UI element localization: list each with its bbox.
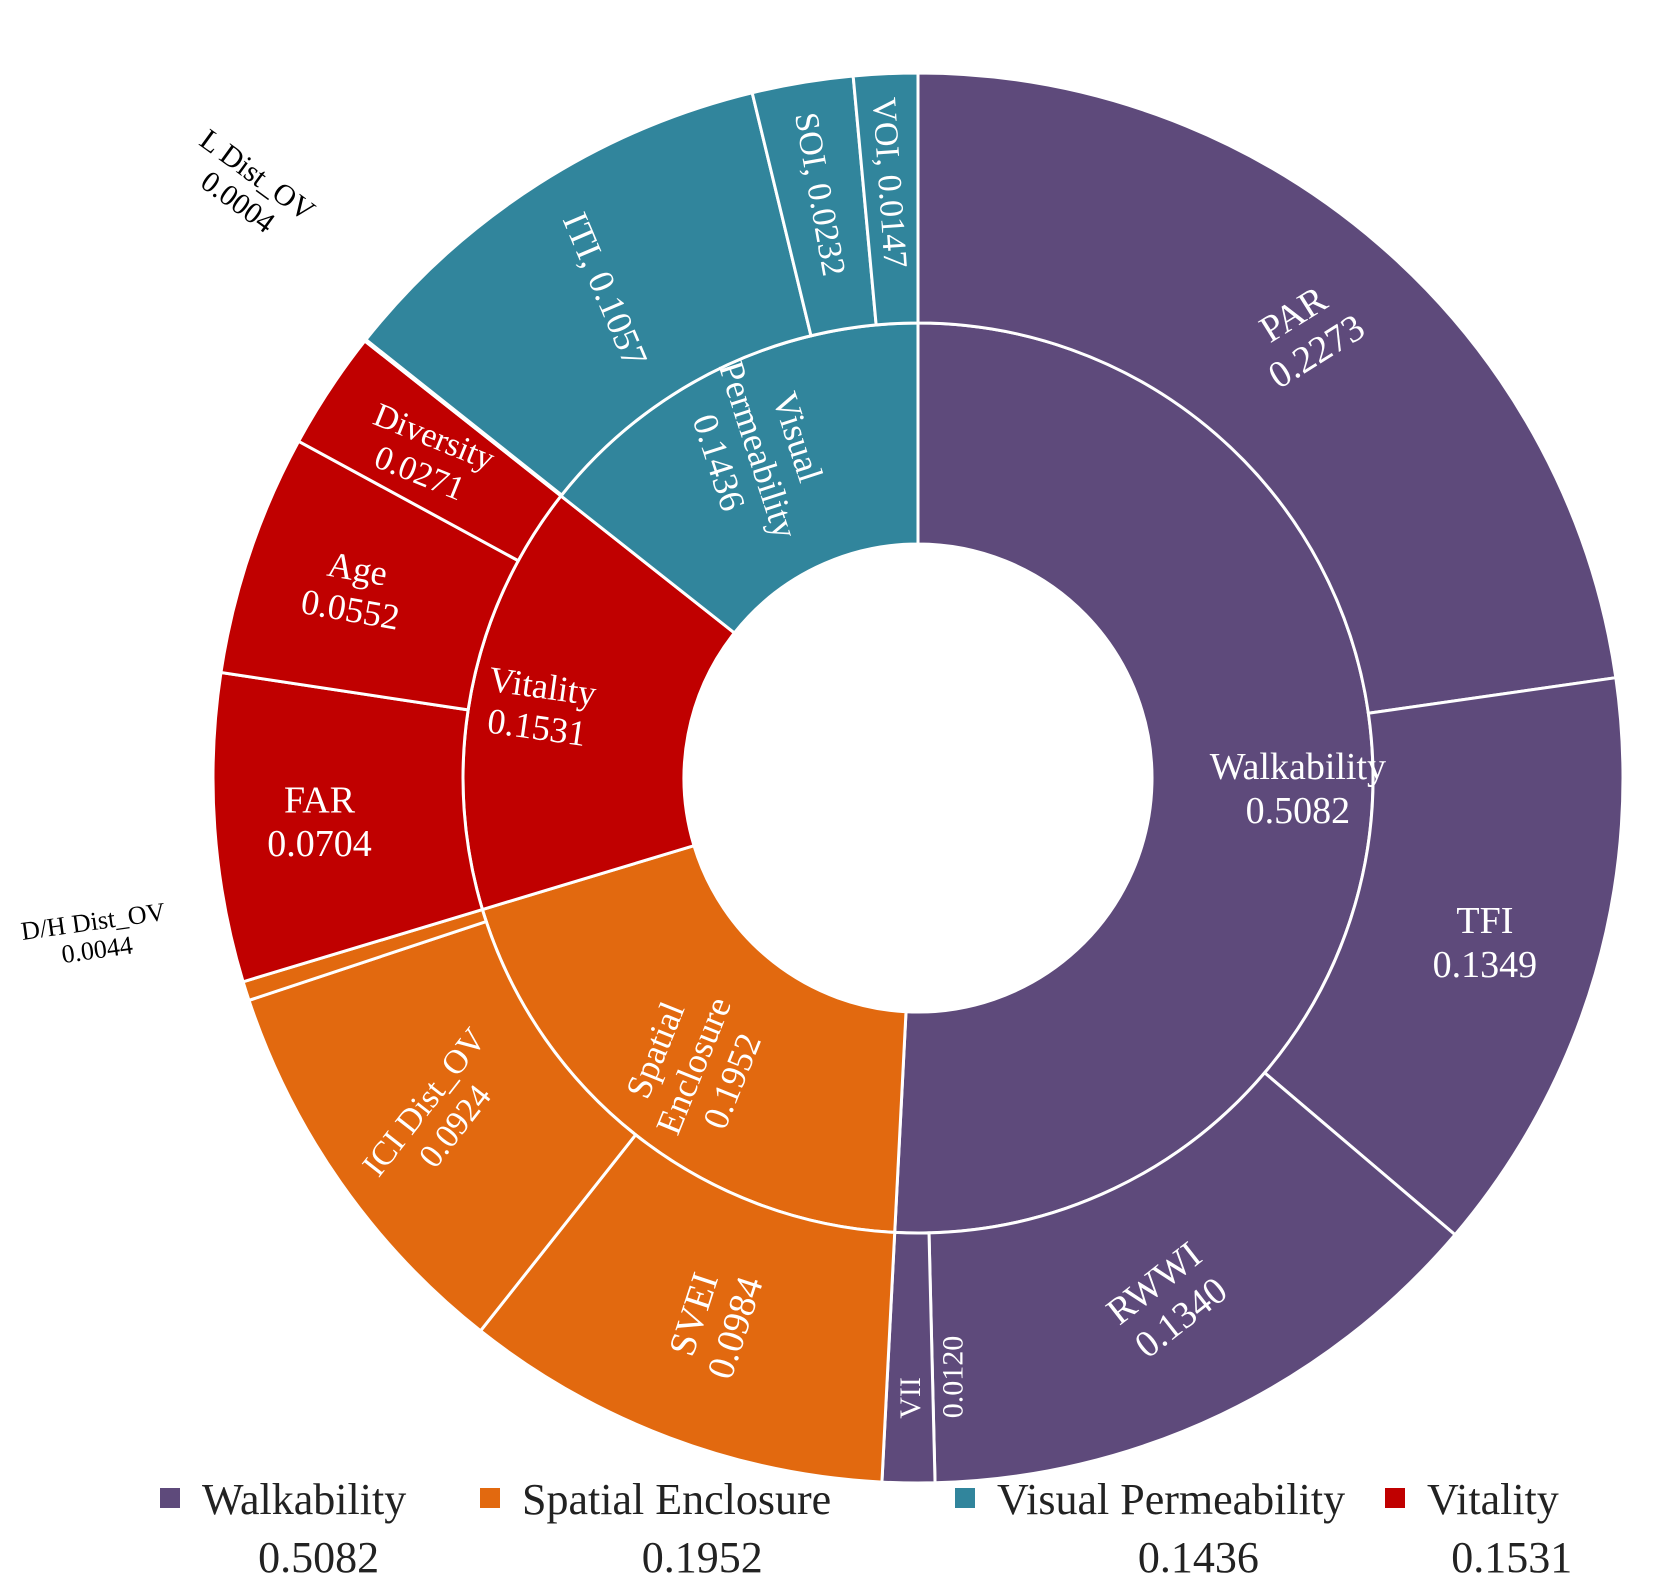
inner-label-vitality: Vitality0.1531 <box>481 659 599 755</box>
legend-label-vitality: Vitality <box>1427 1475 1559 1524</box>
legend-swatch-visual-permeability <box>955 1488 975 1508</box>
outer-ring <box>211 71 1625 1485</box>
outer-label-tfi: TFI 0.1349 <box>1433 900 1538 986</box>
inner-ring <box>461 321 1375 1235</box>
outer-label-svei: SVEI0.0984 <box>658 1258 772 1384</box>
legend-label-visual-permeability: Visual Permeability <box>997 1475 1345 1524</box>
legend-label-walkability: Walkability <box>202 1475 406 1524</box>
inner-label-walkability: Walkability 0.5082 <box>1210 746 1386 832</box>
legend-swatch-vitality <box>1385 1488 1405 1508</box>
legend-item-walkability: Walkability 0.5082 <box>160 1475 406 1582</box>
outer-value-vii: 0.0120 <box>936 1336 969 1419</box>
legend-label-spatial-enclosure: Spatial Enclosure <box>522 1475 831 1524</box>
legend-item-spatial-enclosure: Spatial Enclosure 0.1952 <box>480 1475 831 1582</box>
outer-label-vii: VII <box>894 1377 927 1419</box>
legend-value-visual-permeability: 0.1436 <box>1138 1533 1259 1582</box>
legend-value-vitality: 0.1531 <box>1451 1533 1572 1582</box>
outer-segment-iti <box>363 90 813 498</box>
legend-value-spatial-enclosure: 0.1952 <box>642 1533 763 1582</box>
legend-item-visual-permeability: Visual Permeability 0.1436 <box>955 1475 1345 1582</box>
outer-label-l-dist-ov: L Dist_OV0.0004 <box>174 123 321 255</box>
legend-swatch-walkability <box>160 1488 180 1508</box>
outer-segment-voi <box>851 71 920 327</box>
outer-label-far: FAR 0.0704 <box>267 779 372 865</box>
legend-value-walkability: 0.5082 <box>258 1533 379 1582</box>
outer-label-d-h-dist-ov: D/H Dist_OV0.0044 <box>19 897 171 974</box>
legend-item-vitality: Vitality 0.1531 <box>1385 1475 1572 1582</box>
legend-swatch-spatial-enclosure <box>480 1488 500 1508</box>
outer-segment-rwwi <box>927 1070 1458 1485</box>
outer-segment-tfi <box>1262 675 1625 1237</box>
outer-segment-par <box>916 71 1618 715</box>
legend: Walkability 0.5082 Spatial Enclosure 0.1952… <box>160 1475 1572 1582</box>
